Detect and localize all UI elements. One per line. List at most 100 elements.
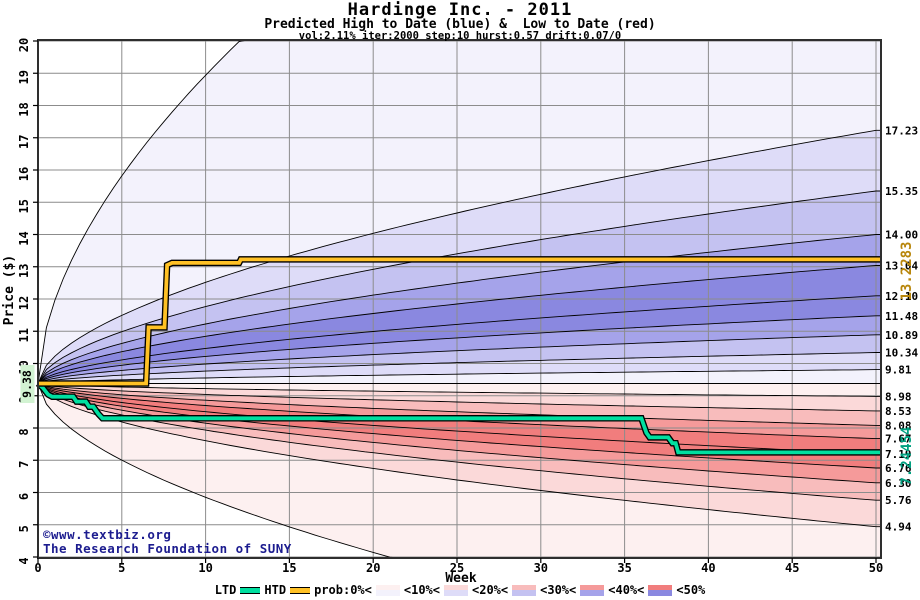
- axis-text: 25: [450, 561, 464, 575]
- swatch-blue-half: [580, 590, 605, 596]
- axis-text: 15: [17, 199, 31, 213]
- swatch-red-half: [375, 584, 400, 590]
- ltd-line: [35, 381, 881, 456]
- probability-band: [38, 383, 881, 397]
- axis-text: 20: [17, 38, 31, 52]
- probability-band: [38, 383, 881, 468]
- contour-line: [37, 383, 881, 455]
- legend-ltd-line-sample: [240, 586, 261, 594]
- axis-text: 6.30: [885, 477, 912, 490]
- axis-text: 4.94: [885, 521, 912, 534]
- contour-line: [37, 39, 248, 384]
- axis-text: Week: [445, 571, 476, 586]
- contour-line: [37, 234, 881, 384]
- legend-prob-swatch-4: [648, 584, 673, 596]
- axis-text: 13.04: [885, 259, 918, 272]
- axis-text: 17: [17, 135, 31, 149]
- axis-text: Price ($): [2, 255, 17, 325]
- axis-text: 8: [17, 428, 31, 435]
- ltd-final-value-label: 7.24454: [899, 426, 915, 485]
- htd-line: [38, 256, 881, 387]
- chart-legend: LTD HTD prob:0%< <10%< <20%< <30%< <40%< <50%: [0, 583, 920, 597]
- axis-text: 14: [17, 231, 31, 245]
- probability-band: [38, 383, 881, 411]
- contour-line: [37, 295, 881, 384]
- contour-line: [37, 383, 399, 559]
- legend-prob-swatch-0: [375, 584, 400, 596]
- legend-prob-swatch-1: [444, 584, 468, 596]
- swatch-red-half: [580, 584, 605, 590]
- line-core: [36, 382, 881, 455]
- legend-htd-line-sample: [290, 586, 311, 594]
- legend-prob-label-0: prob:0%<: [314, 583, 372, 597]
- swatch-blue-half: [512, 590, 537, 596]
- legend-prob-swatch-2: [512, 584, 537, 596]
- probability-band: [38, 383, 881, 439]
- axis-text: 10.89: [885, 329, 918, 342]
- probability-band: [38, 383, 881, 527]
- axis-text: 12.10: [885, 290, 918, 303]
- axis-text: 10: [198, 561, 212, 575]
- chart-title: Hardinge Inc. - 2011: [347, 0, 573, 20]
- contour-line: [37, 315, 881, 384]
- axis-text: 11.48: [885, 310, 918, 323]
- contour-line: [37, 352, 881, 384]
- probability-band: [38, 383, 881, 426]
- probability-band: [38, 130, 881, 384]
- axis-text: 5: [118, 561, 125, 575]
- axis-text: 10.34: [885, 347, 918, 360]
- contour-line: [37, 129, 881, 384]
- probability-band: [38, 383, 881, 501]
- swatch-red-half: [512, 584, 537, 590]
- axis-labels: 4567891011121314151617181920051015202530…: [2, 38, 883, 586]
- legend-prob-label-1: <10%<: [403, 583, 440, 597]
- axis-text: 6.76: [885, 462, 912, 475]
- legend-prob-label-2: <20%<: [472, 583, 509, 597]
- axis-text: 45: [785, 561, 799, 575]
- axis-text: 17.23: [885, 124, 918, 137]
- axis-text: 8.53: [885, 405, 912, 418]
- value-annotations: 9.38 13.2283 7.24454: [20, 241, 915, 485]
- contour-line: [37, 334, 881, 384]
- copyright-org: The Research Foundation of SUNY: [43, 541, 292, 556]
- probability-band: [38, 383, 881, 483]
- swatch-blue-half: [375, 590, 400, 596]
- axis-text: 15: [282, 561, 296, 575]
- contour-line: [37, 383, 881, 501]
- contour-line: [37, 383, 881, 469]
- swatch-blue-half: [444, 590, 468, 596]
- axis-text: 20: [366, 561, 380, 575]
- start-price-label: 9.38: [20, 370, 34, 398]
- axis-text: 0: [34, 561, 41, 575]
- axis-text: 14.00: [885, 229, 918, 242]
- right-edge-labels: 9.81 10.34 10.89 11.48 12.10 13.04 14.00 15.35 1…: [885, 124, 918, 533]
- axis-text: 16: [17, 167, 31, 181]
- axis-text: 18: [17, 102, 31, 116]
- swatch-blue-half: [648, 590, 673, 596]
- axis-text: 12: [17, 296, 31, 310]
- chart-subtitle: Predicted High to Date (blue) & Low to D…: [264, 17, 656, 32]
- legend-prob-label-3: <30%<: [540, 583, 577, 597]
- chart-header: Hardinge Inc. - 2011 Predicted High to D…: [0, 2, 920, 42]
- copyright-url: ©www.textbiz.org: [43, 527, 172, 542]
- axis-text: 19: [17, 70, 31, 84]
- axis-text: 7: [17, 461, 31, 468]
- probability-band: [38, 40, 881, 384]
- axis-text: 4: [17, 557, 31, 564]
- contour-line: [37, 383, 881, 412]
- axis-text: 50: [869, 561, 883, 575]
- legend-prob-swatch-3: [580, 584, 605, 596]
- contour-line: [37, 383, 881, 426]
- contour-line: [37, 369, 881, 384]
- probability-band: [38, 191, 881, 384]
- probability-band: [38, 234, 881, 384]
- axis-text: 5.76: [885, 494, 912, 507]
- contour-line: [37, 383, 881, 397]
- axis-text: 15.35: [885, 185, 918, 198]
- contour-line: [37, 190, 881, 384]
- chart-params: vol:2.11% iter:2000 step:10 hurst:0.57 d…: [298, 30, 622, 42]
- contour-line: [37, 383, 881, 528]
- start-price-highlight: [20, 365, 35, 403]
